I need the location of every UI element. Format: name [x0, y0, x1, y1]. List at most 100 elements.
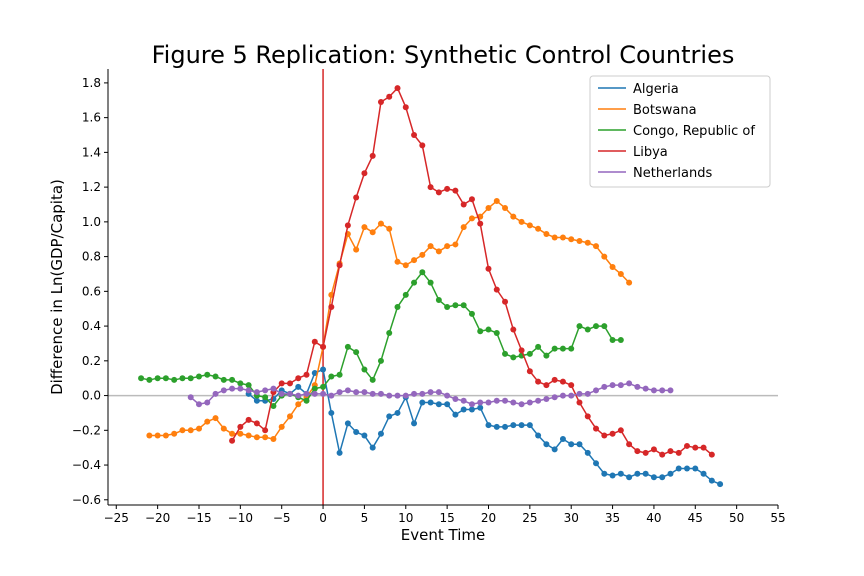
- data-point-netherlands: [576, 390, 583, 397]
- data-point-libya: [369, 152, 376, 159]
- data-point-botswana: [212, 415, 219, 422]
- data-point-congo-republic-of: [535, 343, 542, 350]
- data-point-botswana: [584, 239, 591, 246]
- data-point-libya: [659, 451, 666, 458]
- data-point-congo-republic-of: [543, 352, 550, 359]
- data-point-libya: [411, 132, 418, 139]
- data-point-algeria: [708, 477, 715, 484]
- data-point-congo-republic-of: [510, 354, 517, 361]
- data-point-congo-republic-of: [411, 279, 418, 286]
- legend-label-algeria: Algeria: [633, 82, 679, 97]
- data-point-botswana: [262, 434, 269, 441]
- data-point-algeria: [609, 472, 616, 479]
- data-point-botswana: [435, 248, 442, 255]
- x-axis-label: Event Time: [401, 526, 485, 544]
- data-point-algeria: [568, 441, 575, 448]
- data-point-netherlands: [320, 390, 327, 397]
- data-point-congo-republic-of: [468, 310, 475, 317]
- data-point-netherlands: [311, 390, 318, 397]
- data-point-netherlands: [667, 387, 674, 394]
- legend: Algeria Botswana Congo, Republic of Libya Ne…: [589, 75, 771, 188]
- data-point-libya: [559, 378, 566, 385]
- data-point-libya: [353, 194, 360, 201]
- data-point-algeria: [320, 366, 327, 373]
- data-point-botswana: [361, 224, 368, 231]
- data-point-algeria: [650, 474, 657, 481]
- data-point-botswana: [452, 241, 459, 248]
- data-point-botswana: [518, 218, 525, 225]
- data-point-netherlands: [551, 394, 558, 401]
- data-point-libya: [551, 376, 558, 383]
- data-point-congo-republic-of: [146, 376, 153, 383]
- data-point-congo-republic-of: [584, 326, 591, 333]
- series-botswana: [146, 198, 633, 442]
- data-point-netherlands: [568, 392, 575, 399]
- data-point-botswana: [369, 229, 376, 236]
- data-point-botswana: [187, 427, 194, 434]
- data-point-algeria: [435, 401, 442, 408]
- data-point-botswana: [617, 270, 624, 277]
- data-point-congo-republic-of: [568, 345, 575, 352]
- data-point-netherlands: [402, 392, 409, 399]
- data-point-algeria: [642, 470, 649, 477]
- x-tick-label: 35: [605, 511, 620, 525]
- x-tick-label: 15: [439, 511, 454, 525]
- data-point-netherlands: [593, 387, 600, 394]
- data-point-algeria: [311, 369, 318, 376]
- data-point-netherlands: [452, 396, 459, 403]
- data-point-libya: [419, 142, 426, 149]
- data-point-algeria: [601, 470, 608, 477]
- data-point-congo-republic-of: [171, 376, 178, 383]
- data-point-netherlands: [617, 382, 624, 389]
- data-point-botswana: [229, 430, 236, 437]
- data-point-algeria: [593, 460, 600, 467]
- data-point-libya: [303, 371, 310, 378]
- data-point-congo-republic-of: [195, 373, 202, 380]
- data-point-libya: [286, 380, 293, 387]
- data-point-libya: [386, 93, 393, 100]
- data-point-botswana: [270, 435, 277, 442]
- data-point-netherlands: [518, 401, 525, 408]
- data-point-botswana: [568, 236, 575, 243]
- x-tick-label: 40: [646, 511, 661, 525]
- data-point-netherlands: [559, 392, 566, 399]
- data-point-algeria: [692, 465, 699, 472]
- data-point-algeria: [361, 432, 368, 439]
- data-point-botswana: [468, 215, 475, 222]
- data-point-libya: [262, 427, 269, 434]
- data-point-botswana: [162, 432, 169, 439]
- data-point-libya: [518, 347, 525, 354]
- data-point-botswana: [419, 251, 426, 258]
- data-point-congo-republic-of: [204, 371, 211, 378]
- data-point-congo-republic-of: [493, 330, 500, 337]
- data-point-libya: [526, 368, 533, 375]
- x-tick-label: 0: [319, 511, 327, 525]
- data-point-netherlands: [336, 389, 343, 396]
- data-point-netherlands: [328, 392, 335, 399]
- data-point-botswana: [154, 432, 161, 439]
- data-point-libya: [708, 451, 715, 458]
- data-point-botswana: [179, 427, 186, 434]
- x-tick-label: 45: [688, 511, 703, 525]
- data-point-libya: [609, 430, 616, 437]
- data-point-libya: [320, 343, 327, 350]
- series-layer: [138, 85, 724, 488]
- data-point-netherlands: [394, 392, 401, 399]
- data-point-libya: [336, 262, 343, 269]
- data-point-botswana: [576, 237, 583, 244]
- series-libya: [229, 85, 715, 458]
- data-point-netherlands: [419, 390, 426, 397]
- data-point-libya: [568, 382, 575, 389]
- data-point-libya: [650, 446, 657, 453]
- data-point-botswana: [609, 264, 616, 271]
- data-point-libya: [394, 85, 401, 92]
- data-point-libya: [584, 413, 591, 420]
- data-point-algeria: [684, 465, 691, 472]
- data-point-algeria: [411, 420, 418, 427]
- data-point-algeria: [493, 423, 500, 430]
- data-point-congo-republic-of: [477, 328, 484, 335]
- data-point-botswana: [146, 432, 153, 439]
- data-point-congo-republic-of: [559, 345, 566, 352]
- data-point-libya: [684, 442, 691, 449]
- data-point-netherlands: [460, 397, 467, 404]
